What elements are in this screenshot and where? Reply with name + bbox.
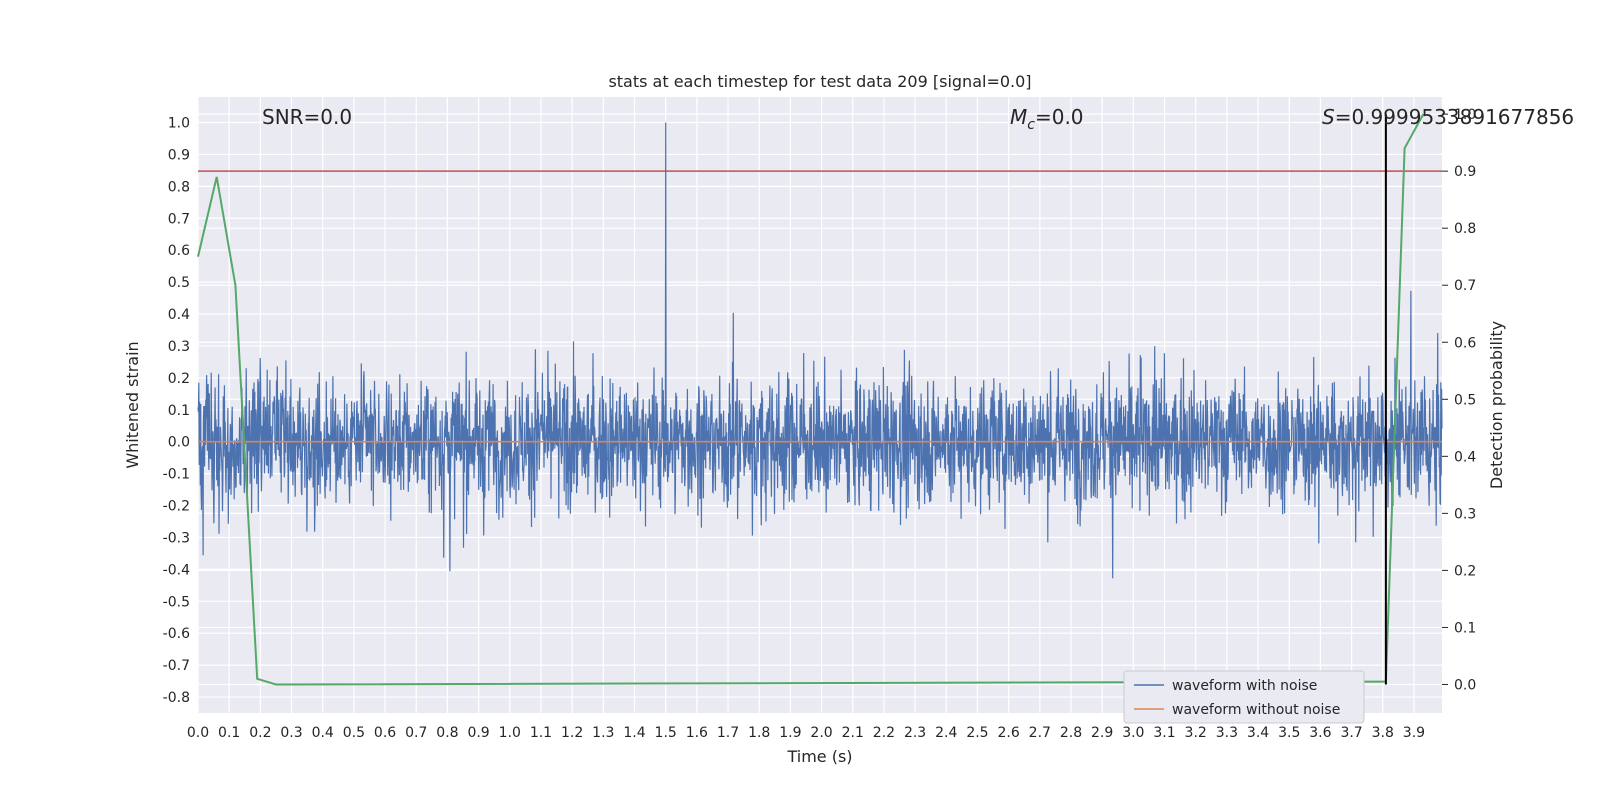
- mc-subscript: c: [1027, 117, 1035, 133]
- y2-tick-label: 0.1: [1454, 620, 1476, 636]
- s-value: =0.9999533891677856: [1335, 105, 1574, 129]
- y-tick-label: -0.7: [163, 658, 190, 674]
- y-tick-label: -0.5: [163, 594, 190, 610]
- legend-entry-noise: waveform with noise: [1172, 678, 1317, 694]
- x-tick-label: 3.8: [1372, 725, 1394, 741]
- x-tick-label: 2.9: [1091, 725, 1113, 741]
- y-tick-label: 1.0: [168, 116, 190, 132]
- x-tick-label: 2.6: [997, 725, 1019, 741]
- x-tick-label: 0.2: [249, 725, 271, 741]
- x-tick-label: 1.9: [779, 725, 801, 741]
- noise-waveform-path: [197, 122, 1443, 579]
- gridlines: [197, 97, 1442, 713]
- y-tick-label: -0.6: [163, 626, 190, 642]
- x-tick-label: 1.4: [623, 725, 645, 741]
- x-tick-label: 0.4: [312, 725, 334, 741]
- x-tick-label: 0.7: [405, 725, 427, 741]
- x-tick-labels: 0.0 0.1 0.2 0.3 0.4 0.5 0.6 0.7 0.8 0.9 1.0 1.1 1.2 1…: [187, 725, 1425, 741]
- y2-tick-label: 0.0: [1454, 677, 1476, 693]
- x-tick-label: 0.1: [218, 725, 240, 741]
- x-tick-label: 0.0: [187, 725, 209, 741]
- x-tick-label: 3.0: [1122, 725, 1144, 741]
- x-tick-label: 2.8: [1060, 725, 1082, 741]
- y2-tick-label: 0.8: [1454, 221, 1476, 237]
- x-tick-label: 0.6: [374, 725, 396, 741]
- x-tick-label: 0.9: [467, 725, 489, 741]
- x-tick-label: 2.0: [810, 725, 832, 741]
- x-tick-label: 3.1: [1153, 725, 1175, 741]
- x-tick-label: 2.5: [966, 725, 988, 741]
- s-annotation: S=0.9999533891677856: [1322, 105, 1574, 129]
- y-tick-label: -0.1: [163, 467, 190, 483]
- mc-symbol: M: [1010, 105, 1027, 129]
- x-tick-label: 0.3: [280, 725, 302, 741]
- y-tick-label: 0.2: [168, 371, 190, 387]
- x-tick-label: 0.8: [436, 725, 458, 741]
- x-tick-label: 3.2: [1185, 725, 1207, 741]
- x-tick-label: 0.5: [343, 725, 365, 741]
- x-tick-label: 3.5: [1278, 725, 1300, 741]
- y-tick-label: 0.1: [168, 403, 190, 419]
- y-tick-label: -0.3: [163, 530, 190, 546]
- y2-tick-label: 0.2: [1454, 563, 1476, 579]
- y-tick-label: 0.4: [168, 307, 190, 323]
- x-tick-label: 3.6: [1309, 725, 1331, 741]
- y-tick-label: 0.0: [168, 435, 190, 451]
- y-tick-label: -0.8: [163, 690, 190, 706]
- y-tick-labels: 1.0 0.9 0.8 0.7 0.6 0.5 0.4 0.3 0.2 0.1 0.0 -0.1 -0.…: [163, 116, 190, 707]
- x-tick-label: 1.8: [748, 725, 770, 741]
- x-tick-label: 2.7: [1029, 725, 1051, 741]
- s-symbol: S: [1322, 105, 1335, 129]
- x-tick-label: 3.3: [1216, 725, 1238, 741]
- y-tick-label: 0.3: [168, 339, 190, 355]
- x-tick-label: 3.4: [1247, 725, 1269, 741]
- x-axis-label: Time (s): [786, 747, 852, 766]
- y-axis-label: Whitened strain: [123, 341, 142, 468]
- x-tick-label: 1.7: [717, 725, 739, 741]
- y-tick-label: 0.5: [168, 275, 190, 291]
- x-tick-label: 3.9: [1403, 725, 1425, 741]
- y2-tick-label: 0.4: [1454, 449, 1476, 465]
- legend-entry-clean: waveform without noise: [1172, 702, 1340, 718]
- snr-annotation: SNR=0.0: [262, 105, 352, 129]
- y-tick-label: 0.6: [168, 243, 190, 259]
- mc-value: =0.0: [1035, 105, 1084, 129]
- x-tick-label: 1.3: [592, 725, 614, 741]
- y2-tick-label: 0.6: [1454, 335, 1476, 351]
- x-tick-label: 2.1: [842, 725, 864, 741]
- y2-tick-label: 0.3: [1454, 506, 1476, 522]
- y2-tick-label: 1.0: [1454, 107, 1476, 123]
- series-waveform-with-noise: [197, 122, 1443, 579]
- y-tick-label: 0.9: [168, 147, 190, 163]
- x-tick-label: 1.1: [530, 725, 552, 741]
- x-tick-label: 1.2: [561, 725, 583, 741]
- legend-box: [1123, 670, 1365, 724]
- mc-annotation: Mc=0.0: [1010, 105, 1084, 133]
- y2-tick-label: 0.5: [1454, 392, 1476, 408]
- x-tick-label: 2.2: [873, 725, 895, 741]
- x-tick-label: 3.7: [1340, 725, 1362, 741]
- x-tick-label: 1.0: [499, 725, 521, 741]
- y2-axis-label: Detection probability: [1487, 321, 1506, 489]
- legend: waveform with noise waveform without noi…: [1123, 670, 1365, 724]
- x-tick-label: 2.4: [935, 725, 957, 741]
- x-tick-label: 2.3: [904, 725, 926, 741]
- y-tick-label: 0.8: [168, 179, 190, 195]
- y-tick-label: -0.4: [163, 562, 190, 578]
- y2-tick-label: 0.7: [1454, 278, 1476, 294]
- y-tick-label: 0.7: [168, 211, 190, 227]
- x-tick-label: 1.5: [655, 725, 677, 741]
- y-tick-label: -0.2: [163, 499, 190, 515]
- x-tick-label: 1.6: [686, 725, 708, 741]
- chart-title: stats at each timestep for test data 209…: [608, 72, 1031, 91]
- y2-tick-label: 0.9: [1454, 164, 1476, 180]
- detection-probability-line: [197, 113, 1425, 686]
- y2-tick-labels: 1.0 0.9 0.8 0.7 0.6 0.5 0.4 0.3 0.2 0.1 0.0: [1442, 107, 1476, 693]
